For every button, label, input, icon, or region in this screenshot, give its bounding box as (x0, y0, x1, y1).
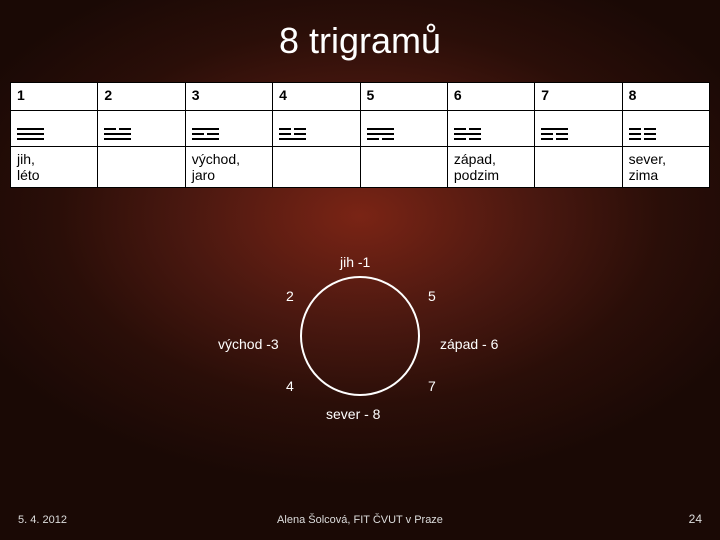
col-header: 7 (535, 83, 622, 111)
col-header: 8 (622, 83, 709, 111)
col-header: 1 (11, 83, 98, 111)
compass-diagram: jih -1 2 5 východ -3 západ - 6 4 7 sever… (0, 206, 720, 466)
label-5: 5 (428, 288, 436, 304)
trigram-cell (535, 111, 622, 147)
trigram-table: 1 2 3 4 5 6 7 8 jih, léto východ, jaro z… (10, 82, 710, 188)
col-header: 3 (185, 83, 272, 111)
direction-cell: východ, jaro (185, 147, 272, 188)
trigram-cell (447, 111, 534, 147)
label-row: jih, léto východ, jaro západ, podzim sev… (11, 147, 710, 188)
direction-cell: západ, podzim (447, 147, 534, 188)
col-header: 4 (273, 83, 360, 111)
trigram-cell (273, 111, 360, 147)
trigram-cell (98, 111, 185, 147)
direction-cell (360, 147, 447, 188)
compass-circle (300, 276, 420, 396)
col-header: 5 (360, 83, 447, 111)
slide-title: 8 trigramů (0, 0, 720, 82)
label-jih: jih -1 (340, 254, 370, 270)
table-header-row: 1 2 3 4 5 6 7 8 (11, 83, 710, 111)
direction-cell (535, 147, 622, 188)
trigram-cell (360, 111, 447, 147)
trigram-row (11, 111, 710, 147)
label-sever: sever - 8 (326, 406, 380, 422)
label-zapad: západ - 6 (440, 336, 498, 352)
trigram-table-wrap: 1 2 3 4 5 6 7 8 jih, léto východ, jaro z… (10, 82, 710, 188)
label-7: 7 (428, 378, 436, 394)
trigram-cell (622, 111, 709, 147)
label-2: 2 (286, 288, 294, 304)
col-header: 6 (447, 83, 534, 111)
direction-cell (98, 147, 185, 188)
col-header: 2 (98, 83, 185, 111)
trigram-cell (185, 111, 272, 147)
direction-cell: sever, zima (622, 147, 709, 188)
footer-page: 24 (689, 512, 702, 526)
footer-author: Alena Šolcová, FIT ČVUT v Praze (0, 514, 720, 526)
label-4: 4 (286, 378, 294, 394)
trigram-cell (11, 111, 98, 147)
label-vychod: východ -3 (218, 336, 279, 352)
direction-cell (273, 147, 360, 188)
direction-cell: jih, léto (11, 147, 98, 188)
